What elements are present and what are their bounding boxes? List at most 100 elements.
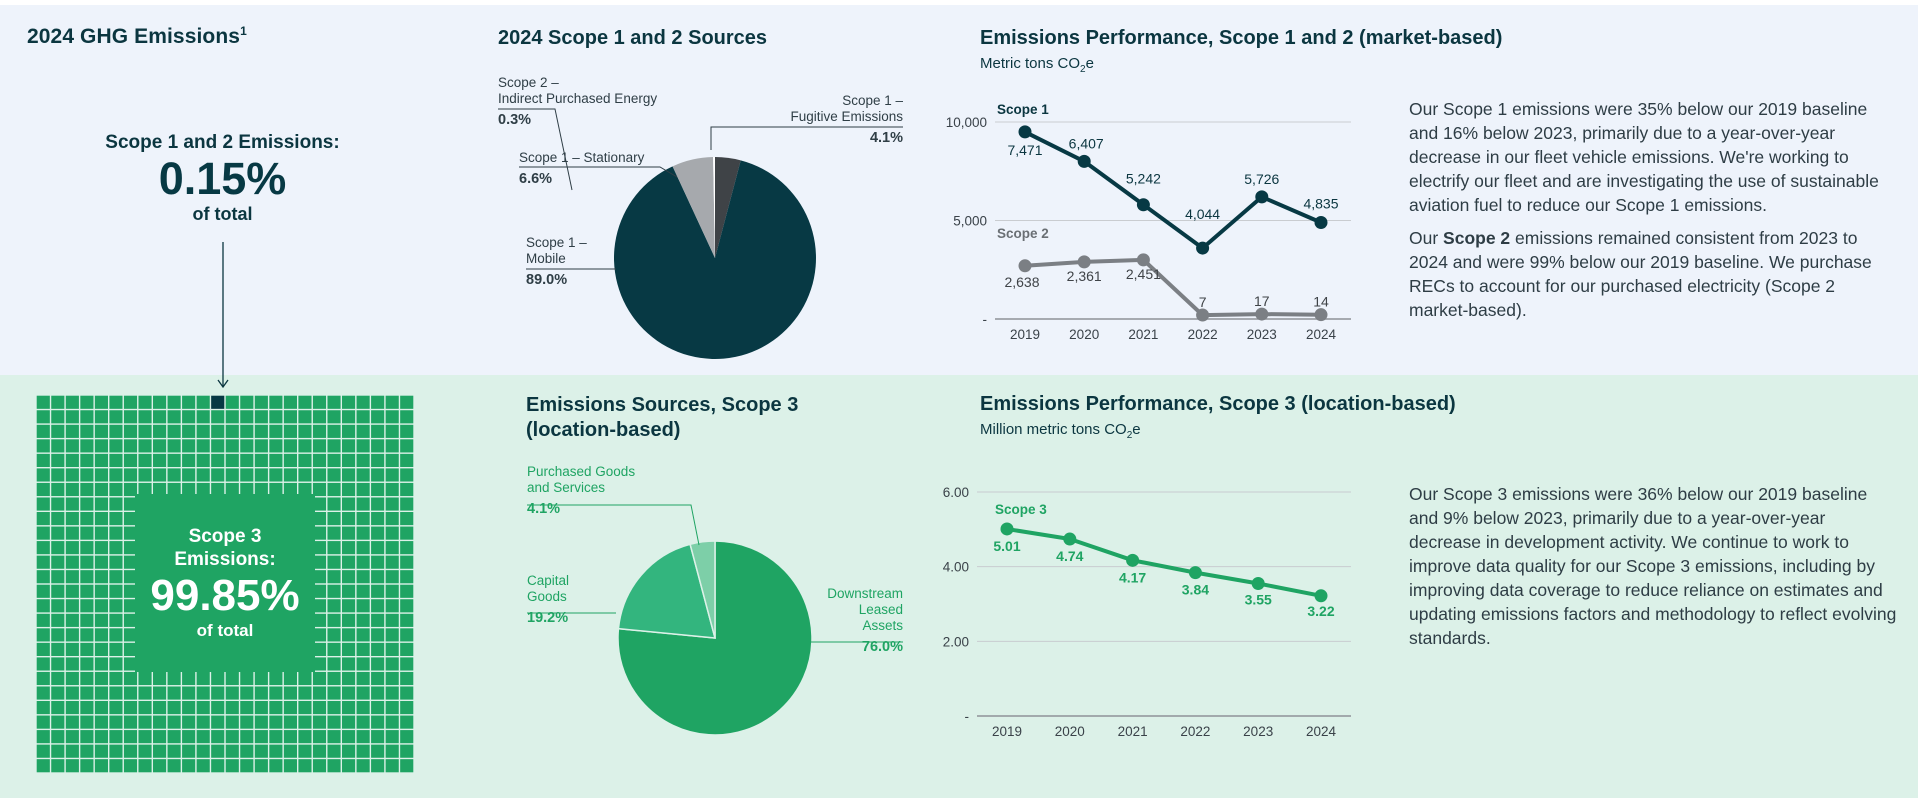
waffle-cell [94, 628, 108, 642]
waffle-cell [298, 453, 312, 467]
waffle-cell [51, 584, 65, 598]
data-point [1063, 532, 1077, 546]
waffle-cell [65, 730, 79, 744]
waffle-cell [371, 701, 385, 715]
waffle-cell [51, 497, 65, 511]
waffle-cell [123, 686, 138, 700]
waffle-cell [327, 410, 341, 424]
waffle-cell [65, 613, 79, 627]
waffle-cell [36, 613, 50, 627]
waffle-cell [36, 453, 50, 467]
waffle-cell [327, 657, 341, 671]
p2-bold: Scope 2 [1443, 228, 1511, 248]
waffle-cell [196, 730, 210, 744]
waffle-cell [385, 613, 399, 627]
pie-leader-line [519, 166, 678, 178]
waffle-cell [400, 730, 414, 744]
data-label: 2,451 [1126, 266, 1161, 282]
waffle-cell [385, 686, 399, 700]
waffle-cell [356, 395, 370, 409]
waffle-cell [240, 730, 254, 744]
waffle-cell [182, 439, 196, 453]
scope3-commentary: Our Scope 3 emissions were 36% below our… [1409, 482, 1899, 659]
waffle-cell [400, 424, 414, 438]
waffle-cell [80, 584, 94, 598]
waffle-cell [51, 744, 65, 758]
waffle-cell [371, 395, 385, 409]
pie1-title: 2024 Scope 1 and 2 Sources [498, 27, 768, 49]
waffle-cell [65, 759, 79, 773]
overview-title-text: 2024 GHG Emissions [27, 25, 241, 48]
waffle-cell [94, 570, 108, 584]
waffle-cell [225, 744, 239, 758]
pie-label: and Services [527, 480, 605, 495]
waffle-cell [167, 453, 181, 467]
pie-value-label: 19.2% [527, 610, 568, 626]
data-point [1136, 198, 1150, 212]
waffle-cell [312, 541, 327, 555]
waffle-cell [298, 671, 312, 686]
pie-value-label: 6.6% [519, 171, 552, 187]
x-tick-label: 2020 [1055, 724, 1085, 739]
waffle-cell [371, 555, 385, 569]
waffle-cell [356, 671, 370, 686]
waffle-cell [283, 468, 297, 482]
pie-label: Scope 2 – [498, 75, 559, 90]
waffle-cell [240, 395, 254, 409]
waffle-cell [327, 541, 341, 555]
waffle-cell [371, 497, 385, 511]
waffle-cell [298, 439, 312, 453]
waffle-cell [356, 584, 370, 598]
waffle-cell [36, 497, 50, 511]
waffle-cell [80, 541, 94, 555]
waffle-cell [182, 482, 196, 497]
waffle-cell [123, 744, 138, 758]
waffle-cell [385, 671, 399, 686]
waffle-cell [123, 642, 138, 656]
waffle-cell [342, 410, 356, 424]
waffle-cell [371, 482, 385, 497]
waffle-cell [51, 395, 65, 409]
waffle-cell [342, 439, 356, 453]
waffle-cell [36, 482, 50, 497]
waffle-cell [196, 701, 210, 715]
y-tick-label: - [965, 709, 970, 724]
waffle-cell [80, 482, 94, 497]
waffle-cell [80, 715, 94, 729]
waffle-cell [182, 701, 196, 715]
series-name-label: Scope 1 [997, 102, 1049, 117]
data-point [1188, 566, 1202, 580]
waffle-cell [109, 701, 123, 715]
waffle-cell [36, 541, 50, 555]
waffle-cell [225, 410, 239, 424]
waffle-cell [123, 541, 138, 555]
line2-title: Emissions Performance, Scope 3 (location… [980, 393, 1456, 415]
line2-subtitle: Million metric tons CO2e [980, 421, 1141, 441]
waffle-cell [385, 541, 399, 555]
waffle-cell [211, 468, 225, 482]
waffle-cell [109, 759, 123, 773]
waffle-cell [109, 657, 123, 671]
waffle-cell [342, 642, 356, 656]
waffle-cell [65, 555, 79, 569]
waffle-cell [327, 671, 341, 686]
waffle-cell [240, 686, 254, 700]
waffle-cell [342, 541, 356, 555]
x-tick-label: 2019 [992, 724, 1022, 739]
waffle-cell [312, 628, 327, 642]
waffle-cell [356, 701, 370, 715]
waffle-cell [342, 744, 356, 758]
x-tick-label: 2022 [1188, 327, 1218, 342]
waffle-cell [182, 730, 196, 744]
waffle-cell [371, 453, 385, 467]
waffle-cell [327, 715, 341, 729]
pie-slice [617, 540, 813, 736]
waffle-cell [94, 526, 108, 540]
waffle-cell [385, 584, 399, 598]
waffle-cell [211, 744, 225, 758]
waffle-cell [312, 526, 327, 540]
waffle-cell [400, 482, 414, 497]
waffle-cell [65, 424, 79, 438]
waffle-cell [254, 482, 268, 497]
waffle-cell [283, 453, 297, 467]
